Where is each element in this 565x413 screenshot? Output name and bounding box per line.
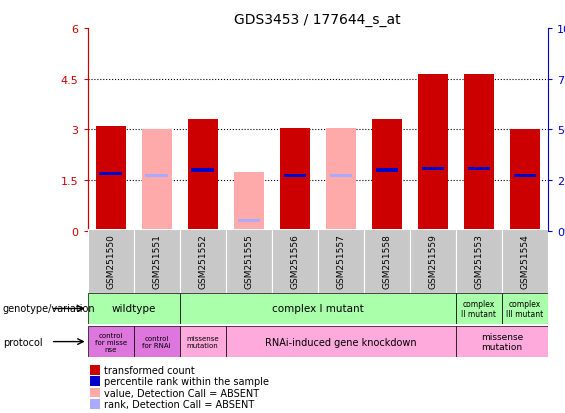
Bar <box>418 74 448 231</box>
Bar <box>510 130 540 231</box>
Bar <box>237 220 260 223</box>
FancyBboxPatch shape <box>456 229 502 293</box>
Bar <box>90 365 100 375</box>
Bar <box>192 169 214 172</box>
FancyBboxPatch shape <box>410 229 456 293</box>
FancyBboxPatch shape <box>502 229 548 293</box>
Text: complex I mutant: complex I mutant <box>272 304 364 314</box>
Bar <box>421 167 444 171</box>
Bar <box>90 377 100 386</box>
Bar <box>234 172 264 231</box>
Bar <box>142 130 172 231</box>
Bar <box>99 172 122 176</box>
Bar <box>188 120 218 231</box>
Text: protocol: protocol <box>3 337 42 347</box>
Text: GSM251552: GSM251552 <box>198 234 207 289</box>
Text: genotype/variation: genotype/variation <box>3 304 95 314</box>
Text: rank, Detection Call = ABSENT: rank, Detection Call = ABSENT <box>104 399 254 409</box>
Text: GSM251559: GSM251559 <box>428 234 437 289</box>
Text: control
for RNAi: control for RNAi <box>142 335 171 348</box>
FancyBboxPatch shape <box>180 293 456 324</box>
Bar <box>464 74 494 231</box>
Text: transformed count: transformed count <box>104 365 194 375</box>
Text: GSM251553: GSM251553 <box>475 234 484 289</box>
Bar <box>329 174 352 177</box>
Text: percentile rank within the sample: percentile rank within the sample <box>104 376 269 386</box>
Bar <box>95 127 125 231</box>
Text: wildtype: wildtype <box>111 304 156 314</box>
Text: complex
II mutant: complex II mutant <box>462 299 497 318</box>
FancyBboxPatch shape <box>318 229 364 293</box>
Text: control
for misse
nse: control for misse nse <box>94 332 127 352</box>
Text: GSM251557: GSM251557 <box>336 234 345 289</box>
FancyBboxPatch shape <box>180 326 226 357</box>
Bar <box>90 388 100 397</box>
Bar <box>372 120 402 231</box>
FancyBboxPatch shape <box>364 229 410 293</box>
Text: GSM251554: GSM251554 <box>520 234 529 289</box>
FancyBboxPatch shape <box>88 229 133 293</box>
FancyBboxPatch shape <box>180 229 226 293</box>
FancyBboxPatch shape <box>456 326 548 357</box>
FancyBboxPatch shape <box>133 229 180 293</box>
Text: GSM251555: GSM251555 <box>244 234 253 289</box>
FancyBboxPatch shape <box>456 293 502 324</box>
FancyBboxPatch shape <box>502 293 548 324</box>
Text: missense
mutation: missense mutation <box>481 332 523 351</box>
Text: RNAi-induced gene knockdown: RNAi-induced gene knockdown <box>265 337 416 347</box>
Text: GSM251551: GSM251551 <box>152 234 161 289</box>
Text: value, Detection Call = ABSENT: value, Detection Call = ABSENT <box>104 388 259 398</box>
Text: complex
III mutant: complex III mutant <box>506 299 544 318</box>
Title: GDS3453 / 177644_s_at: GDS3453 / 177644_s_at <box>234 12 401 26</box>
Text: missense
mutation: missense mutation <box>186 335 219 348</box>
Bar <box>514 174 536 177</box>
Bar <box>326 128 356 231</box>
FancyBboxPatch shape <box>272 229 318 293</box>
FancyBboxPatch shape <box>133 326 180 357</box>
FancyBboxPatch shape <box>226 229 272 293</box>
Bar <box>468 167 490 171</box>
Bar <box>284 174 306 177</box>
Bar <box>376 169 398 172</box>
FancyBboxPatch shape <box>88 293 180 324</box>
Bar <box>280 128 310 231</box>
FancyBboxPatch shape <box>226 326 456 357</box>
FancyBboxPatch shape <box>88 326 133 357</box>
Bar <box>145 174 168 177</box>
Text: GSM251550: GSM251550 <box>106 234 115 289</box>
Bar <box>90 399 100 409</box>
Text: GSM251556: GSM251556 <box>290 234 299 289</box>
Text: GSM251558: GSM251558 <box>383 234 392 289</box>
